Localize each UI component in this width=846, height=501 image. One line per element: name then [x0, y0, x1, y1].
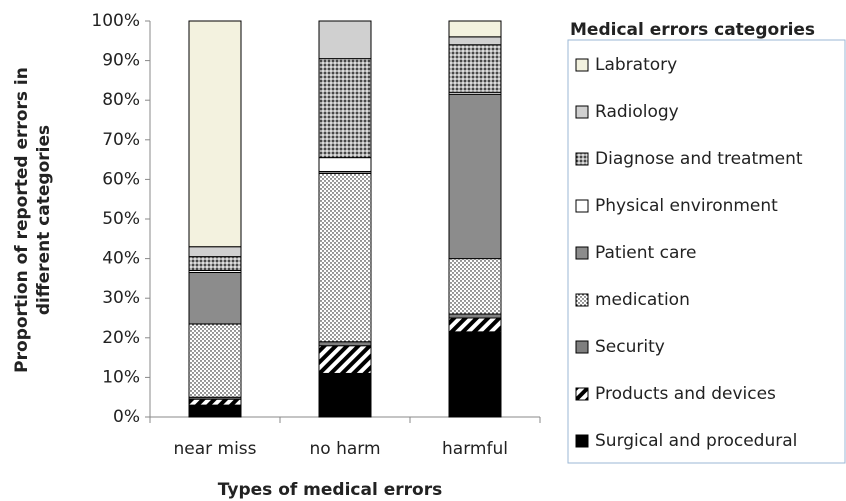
legend-swatch: [575, 340, 589, 354]
legend-label: Patient care: [595, 243, 696, 263]
legend-title: Medical errors categories: [570, 20, 815, 40]
bar-segment: [448, 93, 502, 260]
legend-label: Security: [595, 337, 665, 357]
legend-swatch: [575, 434, 589, 448]
legend-swatch: [575, 58, 589, 72]
bar-segment: [318, 58, 372, 159]
bar-segment: [188, 404, 242, 418]
y-tick-label: 40%: [102, 249, 140, 269]
y-tick-label: 20%: [102, 328, 140, 348]
y-axis-label: Proportion of reported errors in: [12, 67, 32, 373]
x-tick-label: near miss: [173, 439, 256, 459]
bar-segment: [448, 44, 502, 93]
y-tick-label: 0%: [113, 407, 140, 427]
y-tick-label: 90%: [102, 51, 140, 71]
legend-label: Surgical and procedural: [595, 431, 797, 451]
bar-segment: [448, 258, 502, 315]
legend-swatch: [575, 387, 589, 401]
y-tick-label: 50%: [102, 209, 140, 229]
legend-swatch: [575, 293, 589, 307]
legend-swatch: [575, 152, 589, 166]
bar-segment: [188, 398, 242, 406]
x-tick-label: harmful: [442, 439, 508, 459]
bar-segment: [448, 36, 502, 46]
bar-segment: [318, 341, 372, 347]
legend-label: Radiology: [595, 102, 679, 122]
legend-swatch: [575, 199, 589, 213]
bar-segment: [318, 345, 372, 374]
bar-segment: [188, 20, 242, 248]
bar-segment: [188, 246, 242, 258]
legend-box: [567, 39, 846, 464]
bar-segment: [318, 20, 372, 60]
y-tick-label: 60%: [102, 169, 140, 189]
bar-segment: [318, 372, 372, 418]
y-tick-label: 30%: [102, 288, 140, 308]
y-tick-label: 100%: [91, 11, 140, 31]
legend-label: Labratory: [595, 55, 677, 75]
legend-swatch: [575, 246, 589, 260]
bar-segment: [188, 323, 242, 398]
legend-label: medication: [595, 290, 690, 310]
legend-label: Physical environment: [595, 196, 778, 216]
y-tick-label: 80%: [102, 90, 140, 110]
legend-label: Products and devices: [595, 384, 776, 404]
bar-segment: [448, 313, 502, 319]
legend-swatch: [575, 105, 589, 119]
bar-segment: [448, 20, 502, 38]
bar-segment: [448, 317, 502, 333]
bar-segment: [318, 172, 372, 343]
legend-label: Diagnose and treatment: [595, 149, 803, 169]
y-tick-label: 10%: [102, 367, 140, 387]
bar-segment: [318, 157, 372, 172]
bar-segment: [188, 256, 242, 271]
y-axis-label: different categories: [34, 125, 54, 315]
bar-segment: [188, 271, 242, 325]
x-axis-label: Types of medical errors: [218, 480, 442, 500]
bar-segment: [448, 331, 502, 418]
y-tick-label: 70%: [102, 130, 140, 150]
x-tick-label: no harm: [309, 439, 380, 459]
